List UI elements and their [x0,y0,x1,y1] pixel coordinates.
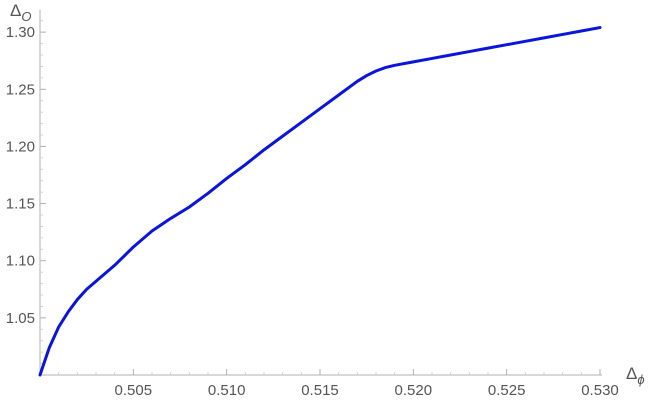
x-tick-label: 0.520 [395,382,433,399]
x-axis-label: Δϕ [626,364,645,387]
y-ticks: 1.05 1.10 1.15 1.20 1.25 1.30 [6,20,46,364]
y-tick-label: 1.10 [6,253,35,270]
x-tick-label: 0.510 [208,382,246,399]
x-axis-label-sub: ϕ [637,372,644,387]
y-axis-label-sub: O [21,9,31,24]
x-tick-label: 0.530 [581,382,619,399]
y-tick-label: 1.20 [6,138,35,155]
y-tick-label: 1.30 [6,24,35,41]
y-tick-label: 1.05 [6,310,35,327]
x-tick-label: 0.515 [301,382,339,399]
y-axis-label-main: Δ [10,1,21,20]
axes [39,10,602,376]
x-tick-label: 0.525 [488,382,526,399]
x-axis-label-main: Δ [626,364,637,383]
x-tick-label: 0.505 [115,382,153,399]
series-line [38,26,602,377]
series-layer [38,26,602,377]
y-tick-label: 1.25 [6,81,35,98]
y-axis-label: ΔO [10,1,31,24]
y-tick-label: 1.15 [6,196,35,213]
x-ticks: 0.505 0.510 0.515 0.520 0.525 0.530 [58,369,619,399]
